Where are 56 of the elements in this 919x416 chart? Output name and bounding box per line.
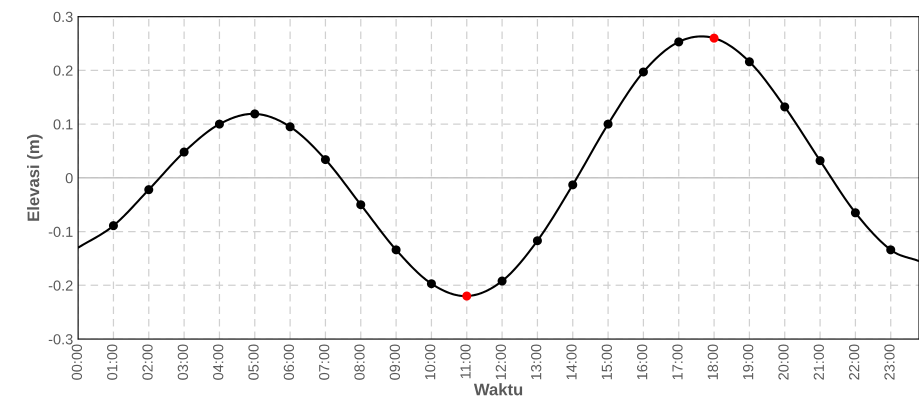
point xyxy=(250,109,260,118)
point xyxy=(532,236,542,246)
x-tick-label: 21:00 xyxy=(814,344,824,380)
point xyxy=(638,67,648,76)
y-tick-label: 0.1 xyxy=(54,119,73,130)
x-tick-label: 13:00 xyxy=(531,344,542,380)
y-tick-label: -0.2 xyxy=(48,280,73,291)
x-tick-label: 11:00 xyxy=(460,344,471,378)
x-tick-label: 17:00 xyxy=(672,344,683,380)
point xyxy=(426,279,436,288)
x-tick-label: 07:00 xyxy=(319,344,330,380)
point xyxy=(180,148,189,157)
point xyxy=(568,180,578,190)
point xyxy=(286,122,295,132)
x-tick-label: 05:00 xyxy=(248,344,259,380)
x-tick-label: 22:00 xyxy=(848,344,860,380)
point xyxy=(816,156,825,166)
y-axis-title: Elevasi (m) xyxy=(27,134,43,221)
point xyxy=(850,208,860,218)
point xyxy=(108,221,118,230)
x-tick-label: 23:00 xyxy=(884,344,895,380)
point xyxy=(780,102,790,112)
point xyxy=(392,245,401,254)
x-tick-label: 18:00 xyxy=(708,344,718,380)
point xyxy=(604,120,613,129)
x-tick-label: 04:00 xyxy=(213,344,224,380)
x-tick-label: 16:00 xyxy=(637,344,648,380)
y-tick-label: 0.3 xyxy=(54,12,73,22)
x-axis-title: Waktu xyxy=(474,383,522,396)
x-tick-label: 06:00 xyxy=(284,344,294,380)
x-tick-label: 20:00 xyxy=(778,344,789,380)
x-tick-label: 15:00 xyxy=(602,344,612,380)
point xyxy=(144,185,154,194)
x-tick-label: 14:00 xyxy=(566,344,577,380)
point xyxy=(214,120,224,129)
y-tick-label: -0.3 xyxy=(48,334,73,344)
point xyxy=(356,200,366,210)
x-tick-label: 12:00 xyxy=(496,344,506,380)
point xyxy=(744,57,754,66)
x-tick-label: 19:00 xyxy=(743,344,754,380)
point xyxy=(886,245,896,254)
x-tick-label: 01:00 xyxy=(107,344,118,380)
point xyxy=(498,276,507,286)
x-tick-label: 03:00 xyxy=(178,344,188,380)
x-tick-label: 08:00 xyxy=(354,344,365,380)
point xyxy=(674,37,684,46)
point xyxy=(462,292,472,301)
x-tick-label: 10:00 xyxy=(425,344,436,380)
x-tick-label: 00:00 xyxy=(72,344,82,380)
y-tick-label: -0.1 xyxy=(48,226,73,237)
point xyxy=(710,34,719,43)
y-tick-label: 0.2 xyxy=(54,65,73,76)
point xyxy=(320,155,330,164)
y-tick-label: 0 xyxy=(66,172,73,184)
x-tick-label: 02:00 xyxy=(142,344,153,380)
x-tick-label: 09:00 xyxy=(390,344,400,380)
